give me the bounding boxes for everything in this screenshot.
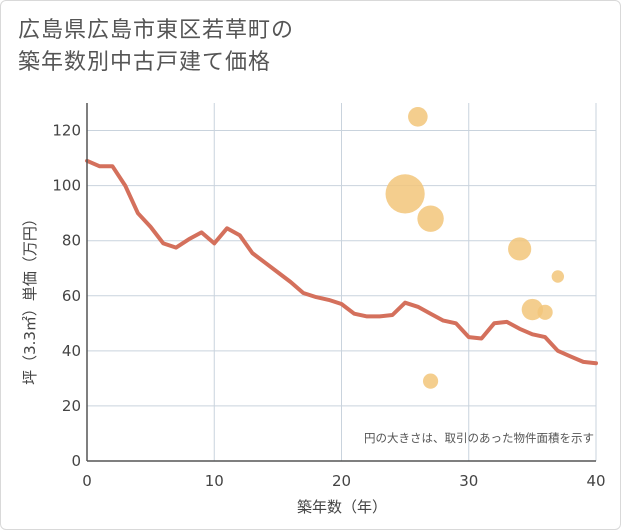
transaction-bubble (422, 373, 439, 389)
transaction-bubble (508, 237, 532, 261)
axes (86, 103, 596, 462)
transaction-bubble (537, 304, 553, 320)
y-tick-label: 80 (62, 232, 81, 250)
y-tick-label: 60 (62, 287, 81, 305)
y-tick-label: 20 (62, 397, 81, 415)
transaction-bubble (417, 205, 444, 232)
transaction-bubble (551, 270, 565, 283)
y-axis-title: 坪（3.3㎡）単価（万円） (21, 211, 39, 385)
chart-title-line2: 築年数別中古戸建て価格 (18, 50, 272, 75)
transaction-bubble (521, 298, 544, 321)
chart-title-line1: 広島県広島市東区若草町の (18, 18, 295, 43)
bubble-size-note: 円の大きさは、取引のあった物件面積を示す (364, 431, 594, 445)
y-tick-label: 0 (71, 452, 81, 470)
chart-title: 広島県広島市東区若草町の 築年数別中古戸建て価格 (18, 15, 294, 79)
x-tick-label: 10 (205, 472, 224, 490)
y-tick-label: 120 (52, 122, 81, 140)
average-price-line (85, 158, 598, 366)
x-tick-label: 40 (586, 472, 605, 490)
grid-lines (87, 103, 597, 461)
tick-labels: 0 10 20 30 40 0 20 40 60 80 100 120 (52, 122, 605, 490)
y-tick-label: 100 (52, 177, 81, 195)
x-axis-title: 築年数（年） (297, 498, 387, 516)
transaction-bubble (408, 106, 428, 127)
average-price-line-path (85, 158, 598, 366)
transaction-bubble (385, 174, 425, 214)
x-tick-label: 0 (82, 472, 92, 490)
x-tick-label: 30 (459, 472, 478, 490)
y-tick-label: 40 (62, 342, 81, 360)
x-tick-label: 20 (332, 472, 351, 490)
transaction-bubbles (385, 106, 565, 389)
